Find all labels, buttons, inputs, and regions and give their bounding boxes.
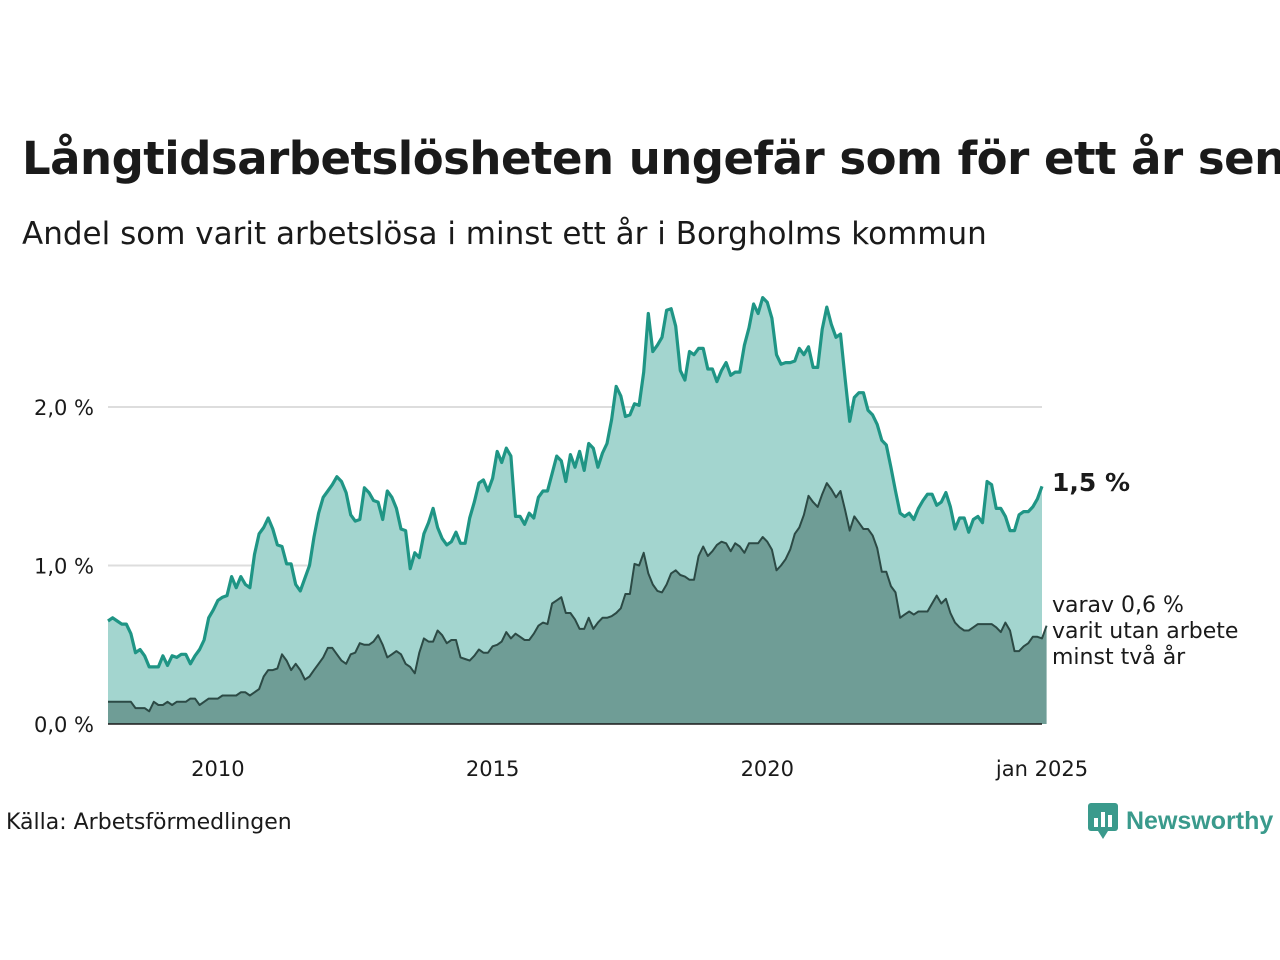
- latest-sub-line-2: varit utan arbete: [1052, 619, 1239, 644]
- x-tick-label: jan 2025: [995, 757, 1088, 781]
- newsworthy-logo: Newsworthy: [1088, 803, 1273, 839]
- x-tick-label: 2010: [191, 757, 244, 781]
- two-year-area: [108, 483, 1047, 724]
- source-note: Källa: Arbetsförmedlingen: [6, 810, 292, 835]
- chart-title: Långtidsarbetslösheten ungefär som för e…: [22, 132, 1280, 185]
- chart-subtitle: Andel som varit arbetslösa i minst ett å…: [22, 216, 987, 252]
- y-axis: 0,0 % 1,0 % 2,0 %: [34, 396, 94, 737]
- x-tick-label: 2020: [741, 757, 794, 781]
- two-year-line: [108, 482, 1048, 713]
- x-tick-label: 2015: [466, 757, 519, 781]
- y-tick-label: 2,0 %: [34, 396, 94, 420]
- latest-sub-label: varav 0,6 % varit utan arbete minst två …: [1052, 593, 1238, 671]
- y-tick-label: 0,0 %: [34, 713, 94, 737]
- latest-sub-line-3: minst två år: [1052, 645, 1186, 670]
- y-tick-label: 1,0 %: [34, 555, 94, 579]
- total-line: [107, 296, 1044, 669]
- bar-chart-speech-icon: [1088, 803, 1118, 839]
- x-axis: 2010 2015 2020 jan 2025: [191, 757, 1088, 781]
- logo-name: Newsworthy: [1126, 806, 1274, 835]
- latest-sub-line-1: varav 0,6 %: [1052, 593, 1184, 618]
- latest-total-label: 1,5 %: [1052, 468, 1131, 497]
